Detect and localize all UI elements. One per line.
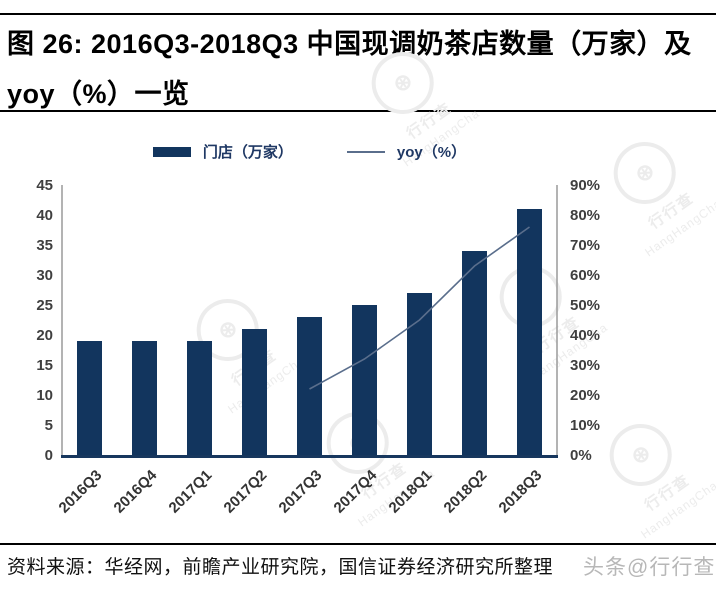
yoy-line — [309, 226, 530, 390]
right-axis-tick-label: 80% — [570, 207, 600, 224]
x-axis-label-2018Q3: 2018Q3 — [496, 467, 546, 517]
x-axis-label-2016Q4: 2016Q4 — [111, 466, 161, 516]
x-axis-label-2017Q3: 2017Q3 — [276, 467, 326, 517]
right-axis-tick-label: 10% — [570, 417, 600, 434]
bar-2017Q4 — [352, 305, 377, 455]
x-axis-label-2016Q3: 2016Q3 — [56, 467, 106, 517]
left-axis-tick-label: 0 — [45, 447, 53, 464]
top-rule — [0, 13, 716, 15]
combo-chart: 0 5 10 15 20 25 30 35 40 45 0% 10% 20% 30% 40% 50% 60% 70… — [0, 168, 716, 548]
right-axis-tick-label: 70% — [570, 237, 600, 254]
x-axis-label-2017Q4: 2017Q4 — [331, 466, 381, 516]
x-axis-label-2018Q1: 2018Q1 — [386, 467, 436, 517]
bar-series-swatch-icon — [152, 146, 191, 157]
source-text: 资料来源：华经网，前瞻产业研究院，国信证券经济研究所整理 — [7, 557, 554, 578]
left-axis-tick-label: 45 — [36, 177, 53, 194]
right-axis-tick-label: 60% — [570, 267, 600, 284]
bar-series — [77, 209, 542, 455]
bar-2018Q2 — [462, 251, 487, 455]
left-axis-tick-label: 35 — [36, 237, 53, 254]
right-axis-tick-label: 90% — [570, 177, 600, 194]
line-series-legend-label: yoy（%） — [396, 144, 467, 161]
left-axis-tick-label: 25 — [36, 297, 53, 314]
x-axis-label-2018Q2: 2018Q2 — [441, 467, 491, 517]
left-axis-tick-label: 5 — [45, 417, 53, 434]
x-axis-label-2017Q2: 2017Q2 — [221, 467, 271, 517]
bar-2017Q3 — [297, 317, 322, 455]
right-axis-tick-label: 0% — [570, 447, 592, 464]
bar-2016Q3 — [77, 341, 102, 455]
right-axis-tick-label: 40% — [570, 327, 600, 344]
right-axis-tick-label: 30% — [570, 357, 600, 374]
bar-2017Q2 — [242, 329, 267, 455]
x-axis-label-2017Q1: 2017Q1 — [166, 467, 216, 517]
line-series-swatch-icon — [346, 150, 385, 153]
figure-title-line1: 图 26: 2016Q3-2018Q3 中国现调奶茶店数量（万家）及 — [7, 29, 692, 59]
bar-2017Q1 — [187, 341, 212, 455]
chart-svg: 0 5 10 15 20 25 30 35 40 45 0% 10% 20% 30% 40% 50% 60% 70… — [36, 177, 600, 517]
figure-title-line2: yoy（%）一览 — [7, 79, 190, 109]
left-axis-tick-label: 40 — [36, 207, 53, 224]
title-rule — [0, 110, 716, 112]
left-axis-tick-label: 10 — [36, 387, 53, 404]
right-axis-tick-label: 50% — [570, 297, 600, 314]
bar-2018Q3 — [517, 209, 542, 455]
bar-series-legend-label: 门店（万家） — [202, 144, 293, 161]
watermark-cn: 行行查 — [403, 99, 456, 143]
footer-watermark-text: 头条@行行查 — [583, 556, 716, 579]
x-axis-baseline — [61, 455, 558, 458]
footer-rule — [0, 543, 716, 545]
left-axis-tick-label: 15 — [36, 357, 53, 374]
chart-legend: 门店（万家） yoy（%） — [62, 141, 557, 162]
left-axis-tick-label: 30 — [36, 267, 53, 284]
left-axis-tick-label: 20 — [36, 327, 53, 344]
bar-2016Q4 — [132, 341, 157, 455]
bar-2018Q1 — [407, 293, 432, 455]
right-axis-tick-label: 20% — [570, 387, 600, 404]
